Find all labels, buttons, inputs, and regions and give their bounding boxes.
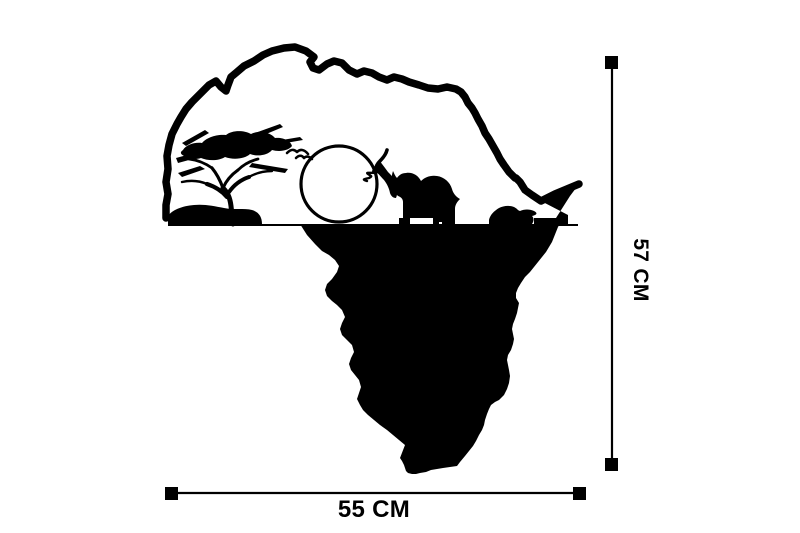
svg-text:55 CM: 55 CM	[338, 496, 410, 523]
svg-text:57 CM: 57 CM	[629, 238, 652, 301]
